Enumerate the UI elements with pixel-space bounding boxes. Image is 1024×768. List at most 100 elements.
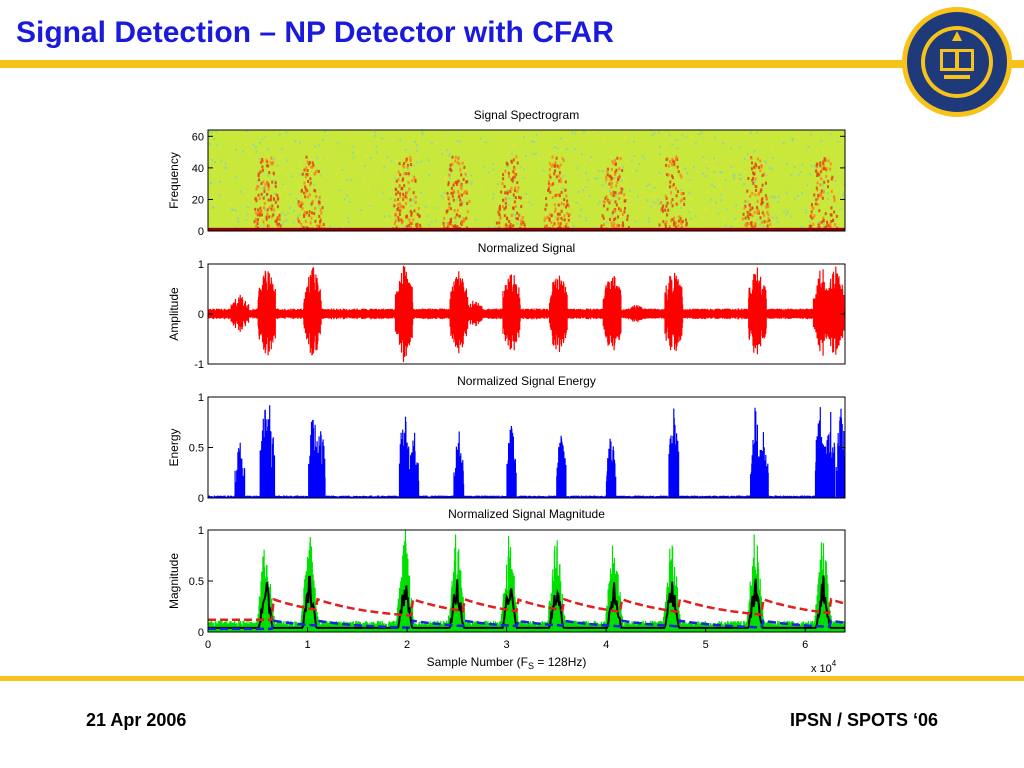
event-pixel [310, 202, 313, 206]
event-pixel [827, 185, 830, 189]
event-pixel [829, 221, 832, 225]
event-pixel [501, 205, 504, 209]
event-pixel [822, 160, 825, 164]
event-pixel [513, 189, 516, 193]
event-pixel [757, 211, 760, 215]
event-pixel [307, 179, 310, 183]
y-tick-label: 40 [192, 163, 204, 175]
event-pixel [681, 225, 684, 229]
event-pixel [558, 179, 561, 183]
event-pixel [410, 213, 413, 217]
event-pixel [818, 209, 821, 213]
event-pixel [523, 224, 526, 228]
event-pixel [605, 177, 608, 181]
plot-area-3 [208, 405, 845, 498]
event-pixel [459, 184, 462, 188]
event-pixel [504, 169, 507, 173]
event-pixel [750, 224, 753, 228]
event-pixel [399, 195, 402, 199]
event-pixel [514, 196, 517, 200]
event-pixel [612, 208, 615, 212]
event-pixel [402, 195, 405, 199]
event-pixel [311, 211, 314, 215]
event-pixel [397, 170, 400, 174]
event-pixel [675, 225, 678, 229]
event-pixel [318, 202, 321, 206]
event-pixel [319, 219, 322, 223]
event-pixel [834, 223, 837, 227]
event-pixel [742, 212, 745, 216]
event-pixel [761, 211, 764, 215]
event-pixel [266, 192, 269, 196]
event-pixel [671, 204, 674, 208]
event-pixel [397, 190, 400, 194]
event-pixel [510, 186, 513, 190]
event-pixel [308, 210, 311, 214]
event-pixel [808, 224, 811, 228]
event-pixel [751, 214, 754, 218]
event-pixel [254, 207, 257, 211]
event-pixel [405, 196, 408, 200]
event-pixel [445, 210, 448, 214]
event-pixel [304, 195, 307, 199]
event-pixel [822, 216, 825, 220]
event-pixel [812, 222, 815, 226]
event-pixel [255, 187, 258, 191]
event-pixel [751, 178, 754, 182]
event-pixel [409, 158, 412, 162]
event-pixel [549, 162, 552, 166]
event-pixel [263, 186, 266, 190]
event-pixel [673, 216, 676, 220]
event-pixel [301, 207, 304, 211]
event-pixel [448, 202, 451, 206]
event-pixel [395, 179, 398, 183]
event-pixel [306, 169, 309, 173]
event-pixel [498, 207, 501, 211]
event-pixel [506, 191, 509, 195]
event-pixel [265, 215, 268, 219]
event-pixel [408, 218, 411, 222]
event-pixel [456, 225, 459, 229]
event-pixel [259, 209, 262, 213]
event-pixel [398, 162, 401, 166]
event-pixel [608, 201, 611, 205]
event-pixel [554, 194, 557, 198]
event-pixel [602, 200, 605, 204]
event-pixel [303, 181, 306, 185]
event-pixel [757, 165, 760, 169]
event-pixel [614, 208, 617, 212]
event-pixel [754, 193, 757, 197]
event-pixel [760, 202, 763, 206]
event-pixel [551, 196, 554, 200]
event-pixel [660, 208, 663, 212]
event-pixel [679, 199, 682, 203]
event-pixel [767, 205, 770, 209]
event-pixel [677, 170, 680, 174]
event-pixel [658, 223, 661, 227]
event-pixel [766, 202, 769, 206]
event-pixel [810, 203, 813, 207]
event-pixel [452, 189, 455, 193]
event-pixel [616, 215, 619, 219]
event-pixel [504, 197, 507, 201]
event-pixel [463, 218, 466, 222]
event-pixel [759, 159, 762, 163]
event-pixel [512, 224, 515, 228]
event-pixel [820, 194, 823, 198]
event-pixel [567, 204, 570, 208]
event-pixel [671, 176, 674, 180]
event-pixel [813, 193, 816, 197]
event-pixel [545, 203, 548, 207]
event-pixel [269, 197, 272, 201]
event-pixel [274, 181, 277, 185]
x-multiplier-label: x 104 [811, 659, 837, 675]
event-pixel [303, 213, 306, 217]
x-tick-label: 4 [603, 639, 609, 651]
event-pixel [825, 224, 828, 228]
event-pixel [298, 220, 301, 224]
event-pixel [256, 213, 259, 217]
event-pixel [549, 190, 552, 194]
event-pixel [254, 197, 257, 201]
chart-title: Normalized Signal Energy [457, 374, 596, 388]
event-pixel [616, 176, 619, 180]
